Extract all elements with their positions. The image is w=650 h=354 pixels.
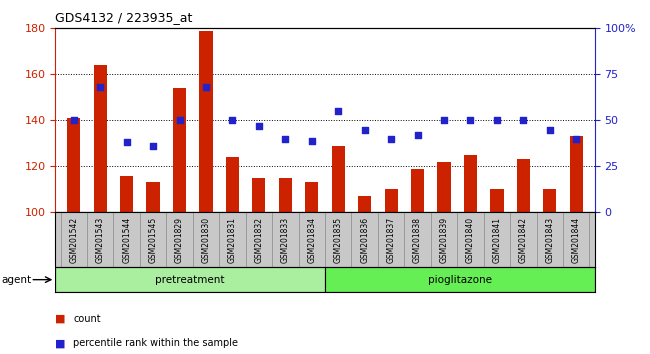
Point [227, 118, 238, 123]
Bar [411, 169, 424, 212]
Bar [200, 30, 213, 212]
Text: GSM201834: GSM201834 [307, 217, 317, 263]
Bar [252, 178, 265, 212]
Point [333, 108, 343, 114]
Text: GSM201833: GSM201833 [281, 217, 290, 263]
Bar [517, 159, 530, 212]
Text: GSM201830: GSM201830 [202, 217, 211, 263]
Bar [55, 267, 325, 292]
Text: GSM201545: GSM201545 [149, 217, 157, 263]
Text: GSM201837: GSM201837 [387, 217, 396, 263]
Point [174, 118, 185, 123]
Point [122, 139, 132, 145]
Text: GSM201544: GSM201544 [122, 217, 131, 263]
Point [307, 138, 317, 143]
Point [386, 136, 396, 142]
Point [518, 118, 528, 123]
Point [545, 127, 555, 132]
Bar [94, 65, 107, 212]
Point [491, 118, 502, 123]
Text: pretreatment: pretreatment [155, 275, 225, 285]
Text: pioglitazone: pioglitazone [428, 275, 492, 285]
Point [201, 84, 211, 90]
Text: GSM201841: GSM201841 [493, 217, 501, 263]
Bar [543, 189, 556, 212]
Bar [569, 136, 583, 212]
Text: GSM201829: GSM201829 [175, 217, 184, 263]
Bar [437, 162, 450, 212]
Text: GSM201839: GSM201839 [439, 217, 448, 263]
Point [412, 132, 423, 138]
Bar [279, 178, 292, 212]
Text: agent: agent [1, 275, 31, 285]
Text: GSM201842: GSM201842 [519, 217, 528, 263]
Text: count: count [73, 314, 101, 324]
Text: GSM201838: GSM201838 [413, 217, 422, 263]
Text: GSM201836: GSM201836 [360, 217, 369, 263]
Point [95, 84, 105, 90]
Text: GDS4132 / 223935_at: GDS4132 / 223935_at [55, 11, 192, 24]
Text: ■: ■ [55, 338, 66, 348]
Point [439, 118, 449, 123]
Bar [120, 176, 133, 212]
Text: GSM201832: GSM201832 [254, 217, 263, 263]
Bar [173, 88, 186, 212]
Bar [325, 267, 595, 292]
Bar [146, 182, 160, 212]
Text: GSM201543: GSM201543 [96, 217, 105, 263]
Text: GSM201843: GSM201843 [545, 217, 554, 263]
Point [465, 118, 476, 123]
Bar [332, 146, 345, 212]
Bar [226, 157, 239, 212]
Text: percentile rank within the sample: percentile rank within the sample [73, 338, 239, 348]
Text: ■: ■ [55, 314, 66, 324]
Bar [67, 118, 81, 212]
Bar [305, 182, 318, 212]
Point [280, 136, 291, 142]
Point [68, 118, 79, 123]
Bar [358, 196, 371, 212]
Point [148, 143, 159, 149]
Text: GSM201835: GSM201835 [333, 217, 343, 263]
Bar [464, 155, 477, 212]
Text: GSM201840: GSM201840 [466, 217, 475, 263]
Point [571, 136, 582, 142]
Text: GSM201831: GSM201831 [228, 217, 237, 263]
Bar [490, 189, 504, 212]
Bar [385, 189, 398, 212]
Text: GSM201844: GSM201844 [572, 217, 580, 263]
Text: GSM201542: GSM201542 [70, 217, 78, 263]
Point [359, 127, 370, 132]
Point [254, 123, 264, 129]
